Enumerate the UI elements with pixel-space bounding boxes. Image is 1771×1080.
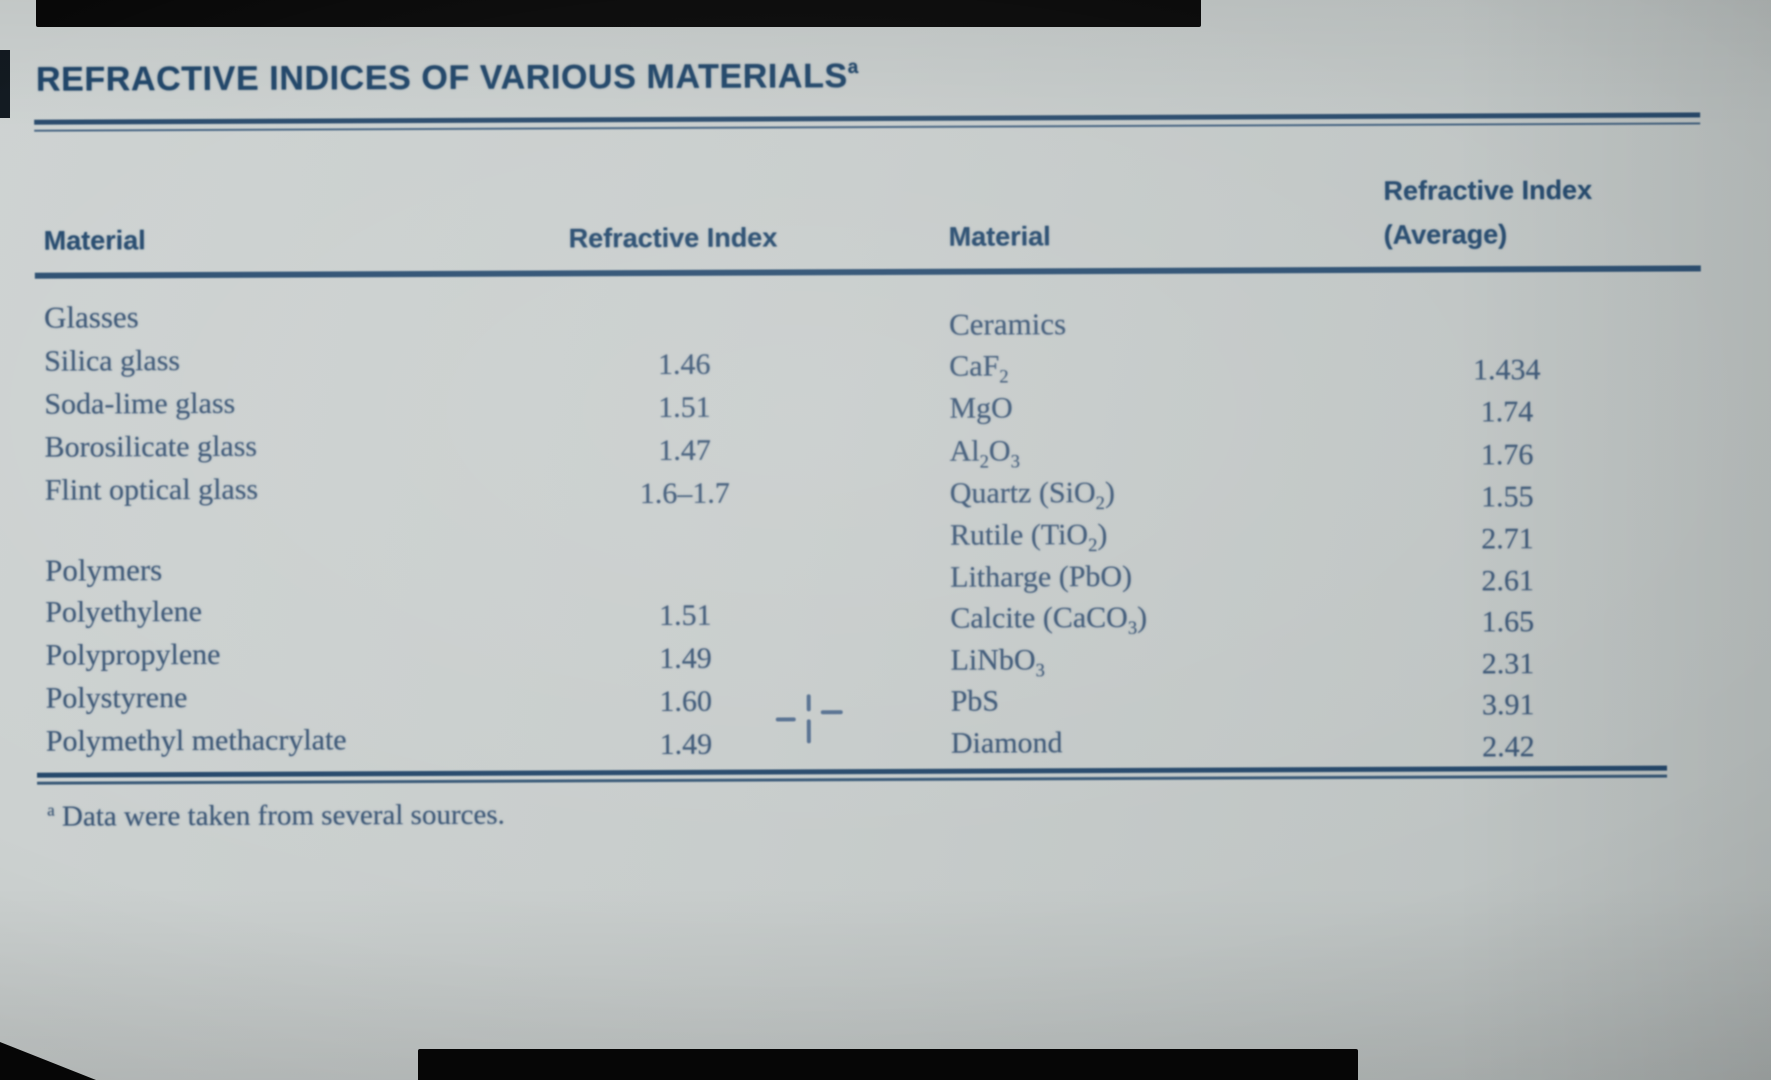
- refractive-index-value-cell: 1.434: [1472, 353, 1541, 387]
- table-title: REFRACTIVE INDICES OF VARIOUS MATERIALSa: [36, 57, 859, 100]
- material-cell: Polystyrene: [45, 681, 188, 715]
- page-edge-black-tab: [0, 50, 10, 118]
- refractive-index-value-cell: 1.49: [659, 727, 713, 761]
- material-cell: CaF2: [949, 349, 1009, 388]
- pencil-cross-mark-dash-left: [775, 717, 796, 722]
- refractive-index-value-cell: 2.71: [1481, 522, 1534, 556]
- refractive-index-value-cell: 1.46: [657, 347, 711, 381]
- material-cell: Soda-lime glass: [44, 386, 236, 421]
- refractive-index-value-cell: 1.51: [659, 598, 712, 632]
- header-divider-rule: [34, 265, 1701, 279]
- photo-top-edge-bar: [36, 0, 1201, 27]
- material-cell: PbS: [950, 684, 1000, 718]
- table-bottom-rule: [37, 765, 1668, 785]
- column-header-material-right: Material: [948, 221, 1051, 252]
- refractive-index-value-cell: 1.65: [1481, 605, 1535, 639]
- material-cell: Rutile (TiO2): [949, 518, 1108, 557]
- refractive-index-value-cell: 2.61: [1481, 564, 1535, 598]
- refractive-index-value-cell: 1.47: [658, 433, 711, 467]
- material-cell: LiNbO3: [950, 643, 1045, 682]
- material-cell: Calcite (CaCO3): [950, 600, 1148, 639]
- column-header-material-left: Material: [43, 225, 146, 256]
- refractive-index-value-cell: 1.6–1.7: [639, 476, 730, 511]
- refractive-index-value-cell: 1.60: [659, 684, 713, 718]
- category-label: Glasses: [43, 299, 139, 335]
- material-cell: Borosilicate glass: [44, 429, 258, 464]
- refractive-index-value-cell: 2.31: [1481, 647, 1535, 681]
- title-divider-rule: [34, 112, 1701, 132]
- material-cell: Al2O3: [949, 434, 1020, 473]
- title-footnote-marker: a: [847, 57, 859, 79]
- material-cell: Litharge (PbO): [950, 559, 1133, 594]
- column-header-refractive-index-right-line2: (Average): [1383, 219, 1508, 250]
- pencil-cross-mark-tick-bottom: [806, 719, 811, 744]
- material-cell: Silica glass: [44, 344, 181, 378]
- refractive-index-value-cell: 2.42: [1482, 730, 1535, 764]
- material-cell: Polypropylene: [45, 637, 221, 672]
- footnote-text: Data were taken from several sources.: [61, 798, 505, 833]
- material-cell: Diamond: [950, 726, 1063, 760]
- material-cell: MgO: [949, 391, 1013, 425]
- material-cell: Quartz (SiO2): [949, 475, 1115, 515]
- pencil-cross-mark-tick-top: [806, 694, 811, 712]
- material-cell: Polyethylene: [45, 594, 203, 629]
- table-title-text: REFRACTIVE INDICES OF VARIOUS MATERIALS: [35, 57, 848, 99]
- category-label: Ceramics: [948, 306, 1067, 342]
- column-header-refractive-index-right-line1: Refractive Index: [1383, 174, 1593, 206]
- table-footnote: a Data were taken from several sources.: [47, 799, 505, 834]
- footnote-marker: a: [47, 800, 55, 820]
- photo-bottom-edge-bar: [418, 1049, 1358, 1080]
- material-cell: Flint optical glass: [44, 472, 259, 507]
- category-label: Polymers: [45, 552, 163, 588]
- refractive-index-value-cell: 3.91: [1481, 688, 1535, 722]
- material-cell: Polymethyl methacrylate: [45, 723, 347, 758]
- refractive-index-value-cell: 1.51: [658, 390, 711, 424]
- refractive-index-value-cell: 1.74: [1480, 395, 1534, 429]
- column-header-refractive-index-left: Refractive Index: [568, 222, 778, 254]
- pencil-cross-mark-dash-right: [820, 710, 843, 715]
- refractive-index-value-cell: 1.55: [1480, 480, 1534, 514]
- refractive-index-value-cell: 1.49: [659, 641, 712, 675]
- refractive-index-value-cell: 1.76: [1480, 438, 1534, 472]
